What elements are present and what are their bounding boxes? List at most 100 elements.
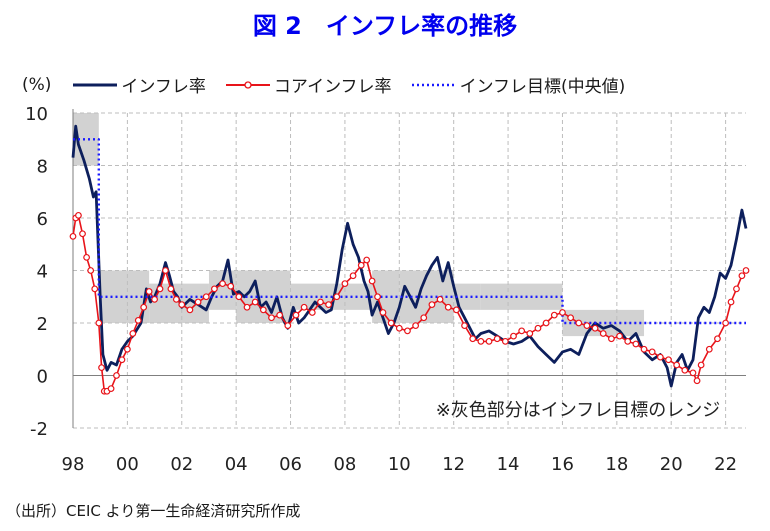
core-inflation-point bbox=[235, 293, 243, 301]
core-inflation-point bbox=[608, 335, 615, 343]
chart-title: 図 2 インフレ率の推移 bbox=[252, 12, 518, 40]
core-inflation-point bbox=[583, 322, 591, 330]
legend-item-inflation-target: インフレ目標(中央値) bbox=[411, 72, 626, 97]
target-range-bands bbox=[73, 113, 645, 337]
core-inflation-point bbox=[91, 285, 99, 293]
core-inflation-point bbox=[325, 301, 333, 309]
x-tick-label: 20 bbox=[660, 454, 683, 475]
x-tick-label: 00 bbox=[116, 454, 139, 475]
grid-lines bbox=[73, 112, 746, 429]
core-inflation-point bbox=[697, 361, 705, 369]
y-tick-label: 6 bbox=[37, 209, 48, 230]
x-tick-label: 98 bbox=[62, 454, 85, 475]
x-tick-label: 10 bbox=[388, 454, 411, 475]
core-inflation-point bbox=[79, 230, 86, 238]
core-inflation-point bbox=[194, 298, 202, 306]
core-inflation-point bbox=[374, 293, 381, 301]
axes bbox=[72, 109, 746, 428]
core-inflation-point bbox=[477, 337, 485, 345]
core-inflation-point bbox=[395, 324, 403, 332]
core-inflation-point bbox=[162, 267, 169, 274]
core-inflation-point bbox=[349, 272, 357, 280]
core-inflation-point bbox=[276, 311, 284, 319]
core-inflation-point bbox=[722, 319, 730, 327]
core-inflation-point bbox=[404, 327, 411, 335]
core-inflation-point bbox=[308, 309, 316, 316]
core-inflation-point bbox=[526, 330, 534, 337]
core-inflation-point bbox=[738, 272, 746, 280]
core-inflation-point bbox=[317, 298, 324, 306]
core-inflation-point bbox=[69, 232, 77, 240]
core-inflation-point bbox=[123, 345, 131, 353]
y-tick-label: 0 bbox=[37, 367, 48, 388]
x-tick-label: 06 bbox=[279, 454, 302, 475]
core-inflation-point bbox=[151, 295, 158, 303]
x-tick-label: 12 bbox=[442, 454, 465, 475]
core-inflation-point bbox=[172, 295, 180, 303]
x-tick-label: 04 bbox=[225, 454, 248, 475]
core-inflation-point bbox=[624, 337, 632, 345]
core-inflation-point bbox=[178, 301, 186, 309]
core-inflation-point bbox=[420, 314, 428, 322]
core-inflation-point bbox=[436, 295, 444, 303]
core-inflation-point bbox=[485, 337, 493, 345]
core-inflation-point bbox=[599, 330, 607, 337]
source-note: （出所）CEIC より第一生命経済研究所作成 bbox=[6, 502, 301, 520]
inflation-target-line bbox=[73, 138, 746, 325]
core-inflation-point bbox=[742, 267, 750, 274]
legend-label-core-inflation: コアインフレ率 bbox=[273, 77, 392, 97]
core-inflation-point bbox=[118, 356, 126, 364]
core-inflation-point bbox=[98, 364, 105, 372]
x-tick-label: 08 bbox=[333, 454, 356, 475]
core-inflation-point bbox=[333, 293, 341, 301]
core-inflation-point bbox=[219, 280, 226, 288]
core-inflation-point bbox=[428, 301, 436, 309]
core-inflation-point bbox=[510, 332, 517, 340]
x-tick-label: 14 bbox=[497, 454, 520, 475]
core-inflation-point bbox=[243, 303, 251, 311]
core-inflation-point bbox=[379, 309, 387, 316]
core-inflation-point bbox=[357, 261, 365, 269]
chart-annotation: ※灰色部分はインフレ目標のレンジ bbox=[436, 400, 721, 421]
core-inflation-point bbox=[134, 316, 142, 324]
core-inflation-point bbox=[534, 324, 542, 332]
core-inflation-point bbox=[341, 280, 349, 288]
core-inflation-point bbox=[95, 319, 103, 327]
core-inflation-point bbox=[632, 340, 640, 348]
core-inflation-point bbox=[75, 211, 82, 219]
core-inflation-point bbox=[681, 366, 689, 374]
core-inflation-point bbox=[202, 293, 210, 301]
core-inflation-point bbox=[83, 253, 90, 261]
core-inflation-point bbox=[129, 330, 137, 337]
core-inflation-point bbox=[616, 332, 623, 340]
y-tick-label: 10 bbox=[25, 104, 48, 125]
core-inflation-point bbox=[727, 298, 735, 306]
core-inflation-point bbox=[292, 311, 300, 319]
core-inflation-point bbox=[501, 337, 509, 345]
core-inflation-point bbox=[113, 372, 120, 379]
core-inflation-point bbox=[469, 335, 477, 343]
core-inflation-point bbox=[542, 319, 550, 327]
core-inflation-point bbox=[461, 322, 468, 330]
core-inflation-point bbox=[518, 327, 526, 335]
core-inflation-point bbox=[693, 377, 701, 385]
core-inflation-point bbox=[640, 345, 648, 353]
core-inflation-point bbox=[251, 298, 259, 306]
legend-label-inflation-target: インフレ目標(中央値) bbox=[459, 77, 626, 97]
core-inflation-point bbox=[648, 348, 656, 356]
x-tick-label: 02 bbox=[170, 454, 193, 475]
core-inflation-point bbox=[705, 345, 713, 353]
core-inflation-point bbox=[493, 335, 501, 343]
core-inflation-point bbox=[665, 356, 672, 364]
legend-item-core-inflation: コアインフレ率 bbox=[225, 72, 392, 97]
y-tick-label: 2 bbox=[37, 314, 48, 335]
inflation-line bbox=[71, 124, 748, 388]
y-tick-label: -2 bbox=[30, 419, 48, 440]
y-tick-label: 8 bbox=[37, 157, 48, 178]
core-inflation-point bbox=[567, 314, 575, 322]
core-inflation-point bbox=[453, 306, 460, 314]
x-tick-label: 18 bbox=[605, 454, 628, 475]
core-inflation-point bbox=[145, 288, 153, 295]
